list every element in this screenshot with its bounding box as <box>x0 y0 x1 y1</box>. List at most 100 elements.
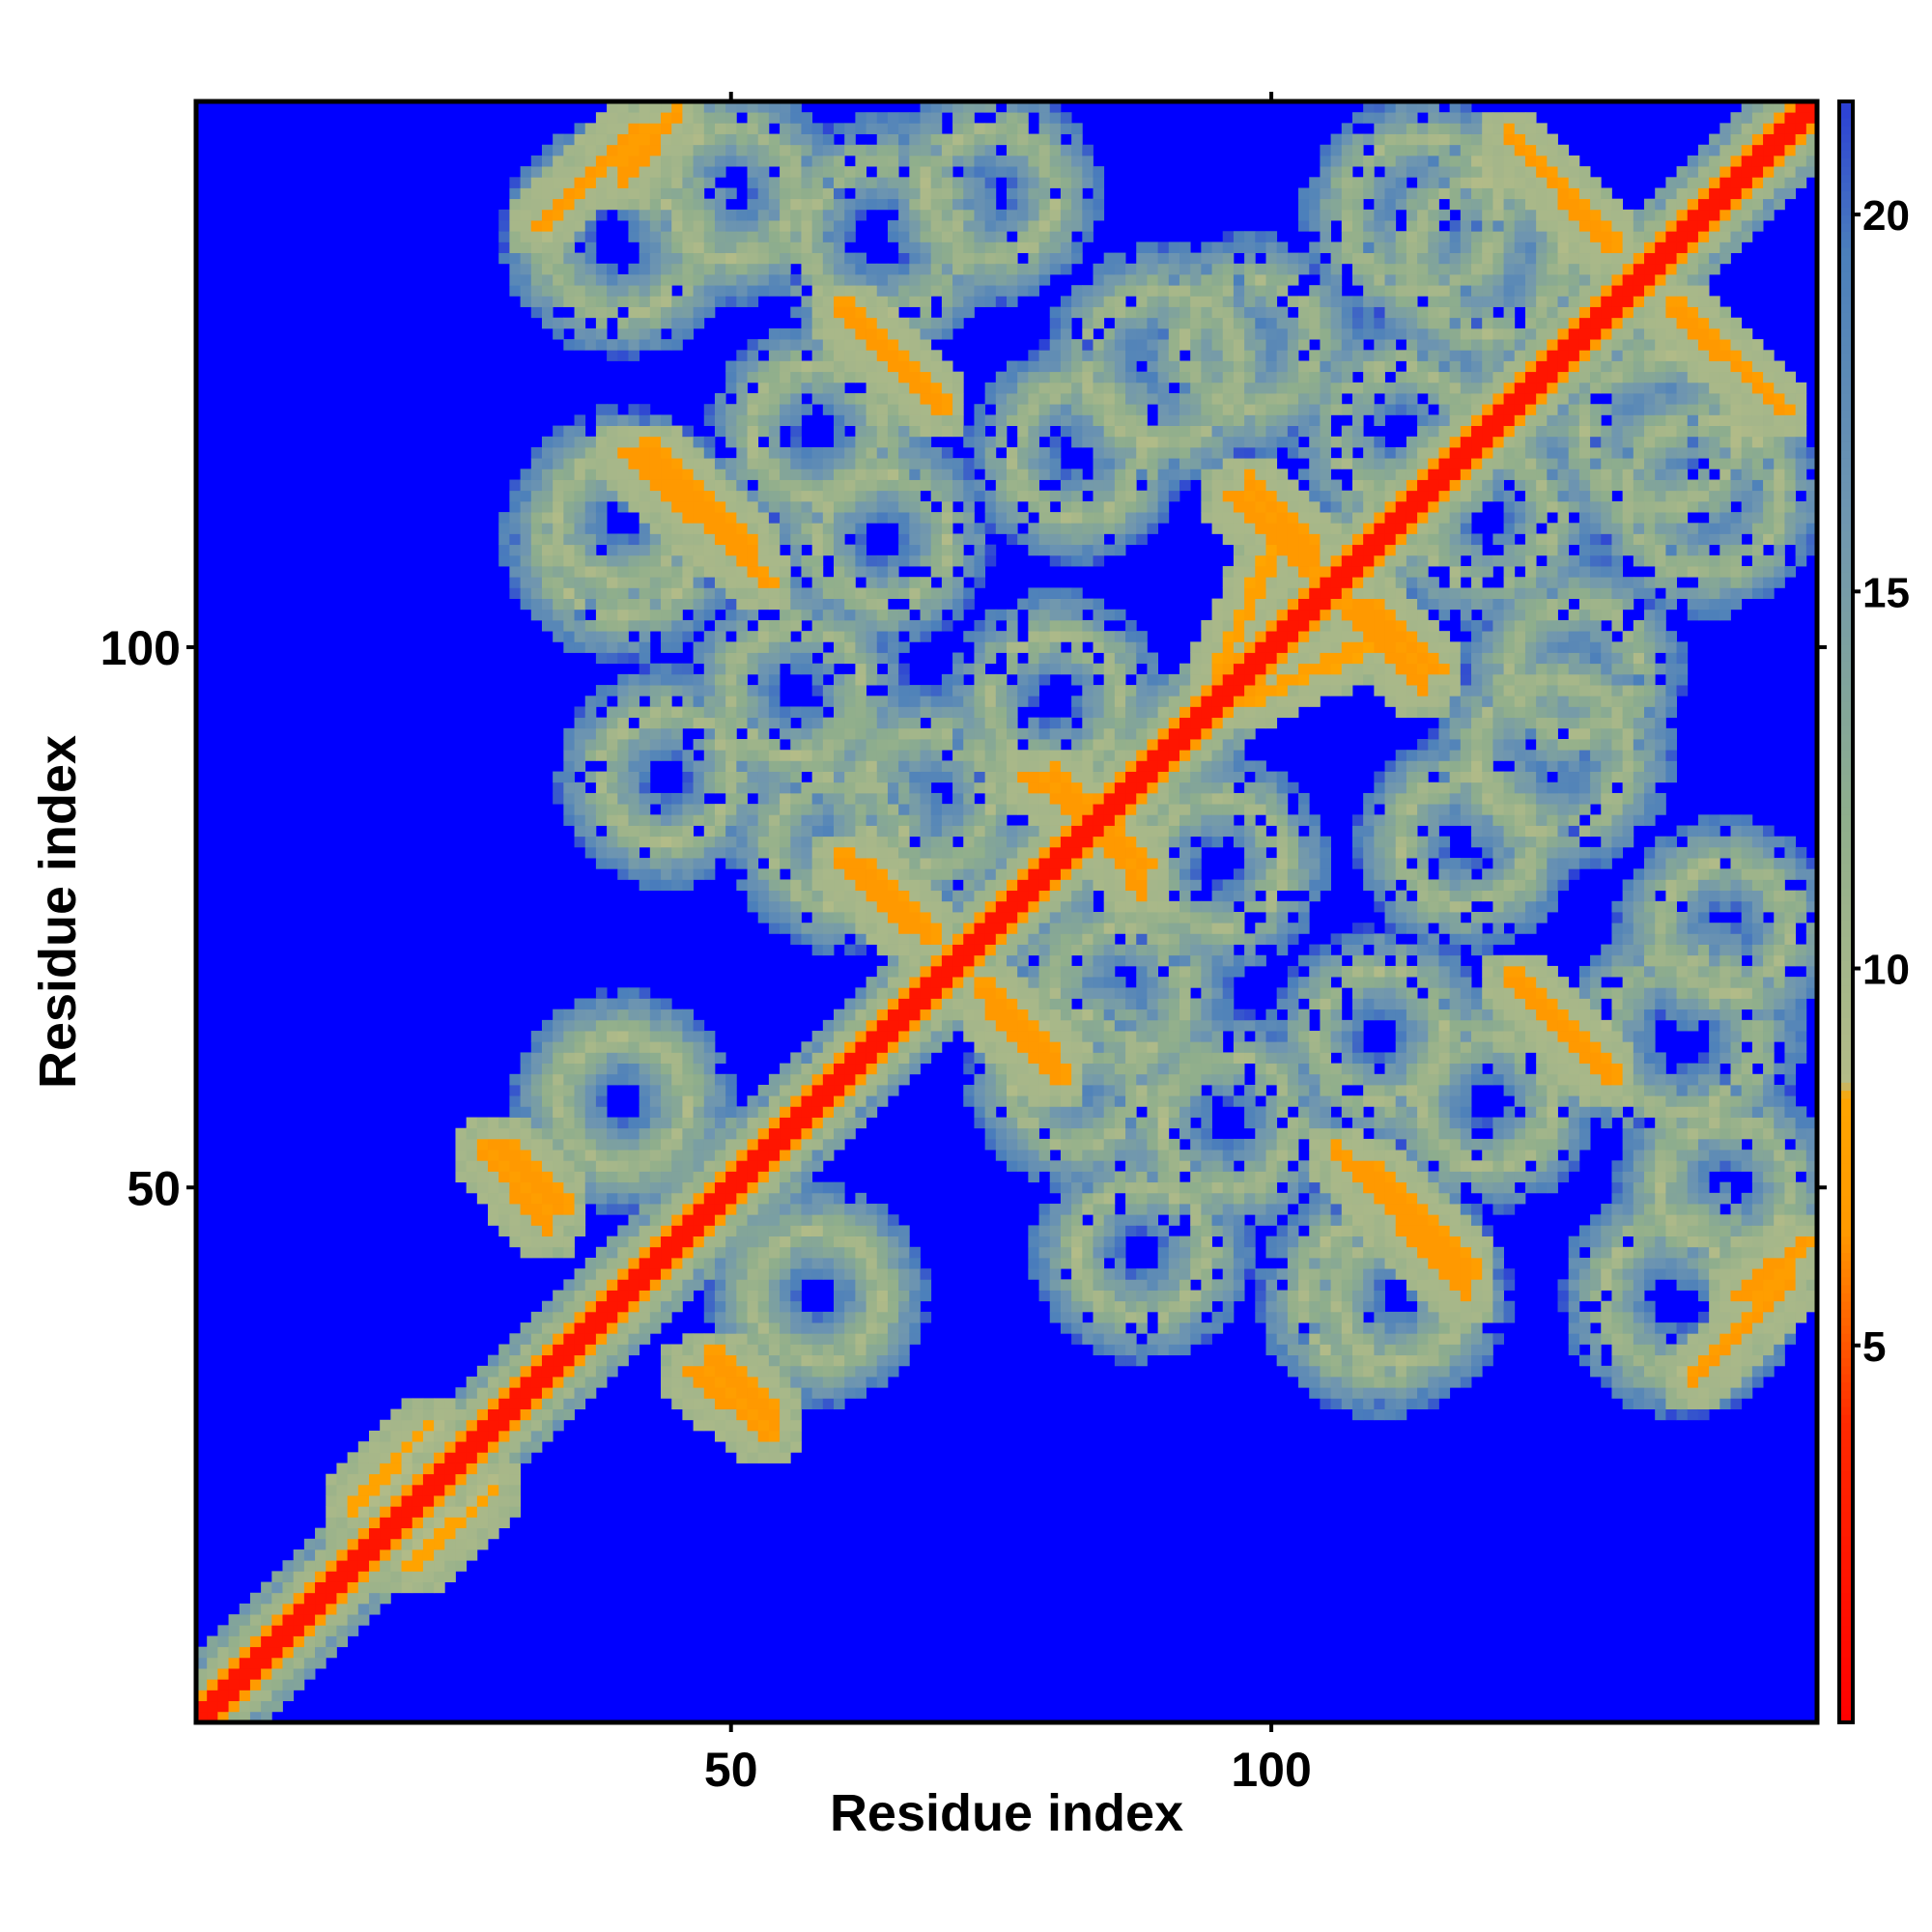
heatmap-cell <box>1038 144 1051 156</box>
heatmap-cell <box>649 739 662 751</box>
heatmap-cell <box>898 685 910 696</box>
heatmap-cell <box>671 739 683 751</box>
heatmap-cell <box>639 446 651 459</box>
heatmap-cell <box>801 198 813 211</box>
heatmap-cell <box>780 825 791 838</box>
heatmap-cell <box>790 1236 802 1248</box>
heatmap-cell <box>595 1031 608 1042</box>
heatmap-cell <box>574 273 586 286</box>
heatmap-cell <box>553 771 564 783</box>
heatmap-cell <box>887 1268 899 1280</box>
heatmap-cell <box>661 858 672 869</box>
heatmap-cell <box>855 1009 867 1021</box>
heatmap-cell <box>649 1290 662 1302</box>
heatmap-cell <box>941 890 953 902</box>
heatmap-cell <box>553 252 564 265</box>
heatmap-cell <box>736 1181 748 1194</box>
heatmap-cell <box>1038 1204 1051 1215</box>
heatmap-cell <box>768 912 781 923</box>
heatmap-cell <box>963 825 975 838</box>
heatmap-cell <box>725 1268 737 1280</box>
heatmap-cell <box>584 727 597 740</box>
heatmap-cell <box>811 198 824 211</box>
heatmap-cell <box>866 1041 878 1053</box>
heatmap-cell <box>866 155 878 167</box>
heatmap-cell <box>780 144 791 156</box>
heatmap-cell <box>725 1257 737 1269</box>
heatmap-cell <box>509 1354 521 1367</box>
heatmap-cell <box>671 1214 683 1226</box>
heatmap-cell <box>455 1560 468 1572</box>
heatmap-cell <box>941 533 953 546</box>
heatmap-cell <box>930 923 943 934</box>
heatmap-cell <box>995 879 1008 892</box>
heatmap-cell <box>844 512 856 524</box>
heatmap-cell <box>607 1127 618 1140</box>
heatmap-cell <box>693 1192 705 1205</box>
heatmap-cell <box>303 1635 316 1648</box>
heatmap-cell <box>811 771 824 783</box>
heatmap-cell <box>682 1225 694 1236</box>
heatmap-cell <box>866 739 878 751</box>
heatmap-cell <box>790 1398 802 1409</box>
heatmap-cell <box>617 760 629 772</box>
heatmap-cell <box>693 1419 705 1432</box>
heatmap-cell <box>530 1138 543 1151</box>
heatmap-cell <box>703 1095 716 1107</box>
heatmap-cell <box>736 1398 748 1409</box>
heatmap-cell <box>1017 696 1029 707</box>
heatmap-cell <box>995 469 1008 480</box>
heatmap-cell <box>974 566 986 578</box>
heatmap-cell <box>768 177 781 188</box>
heatmap-cell <box>661 1009 672 1021</box>
heatmap-cell <box>347 1581 359 1594</box>
heatmap-cell <box>801 923 813 934</box>
heatmap-cell <box>811 577 824 588</box>
heatmap-cell <box>780 1150 791 1161</box>
heatmap-cell <box>476 1452 489 1463</box>
heatmap-cell <box>757 1192 770 1205</box>
heatmap-cell <box>855 339 867 351</box>
heatmap-cell <box>920 425 932 438</box>
heatmap-cell <box>747 523 759 534</box>
heatmap-cell <box>693 1387 705 1399</box>
heatmap-cell <box>963 479 975 492</box>
heatmap-cell <box>649 263 662 275</box>
heatmap-cell <box>574 1127 586 1140</box>
heatmap-cell <box>801 123 813 134</box>
heatmap-cell <box>563 1225 575 1236</box>
heatmap-cell <box>714 209 726 221</box>
heatmap-cell <box>661 306 672 319</box>
heatmap-cell <box>822 133 835 146</box>
heatmap-cell <box>444 1463 456 1475</box>
heatmap-cell <box>995 923 1008 934</box>
heatmap-cell <box>520 1106 532 1118</box>
heatmap-cell <box>639 500 651 513</box>
heatmap-cell <box>661 1138 672 1151</box>
heatmap-cell <box>541 512 554 524</box>
heatmap-cell <box>974 533 986 546</box>
heatmap-cell <box>866 360 878 373</box>
heatmap-cell <box>1038 220 1051 232</box>
heatmap-cell <box>995 804 1008 815</box>
heatmap-cell <box>1007 771 1018 783</box>
heatmap-cell <box>661 1377 672 1388</box>
heatmap-cell <box>920 306 932 319</box>
heatmap-cell <box>811 187 824 200</box>
heatmap-cell <box>909 685 921 696</box>
heatmap-cell <box>876 1290 889 1302</box>
heatmap-cell <box>757 1452 770 1463</box>
heatmap-cell <box>271 1592 283 1605</box>
heatmap-cell <box>811 350 824 361</box>
heatmap-cell <box>757 868 770 880</box>
heatmap-cell <box>563 436 575 448</box>
heatmap-cell <box>595 166 608 178</box>
heatmap-cell <box>801 1268 813 1280</box>
heatmap-cell <box>563 1377 575 1388</box>
heatmap-cell <box>736 123 748 134</box>
heatmap-cell <box>844 814 856 826</box>
heatmap-cell <box>920 836 932 848</box>
heatmap-cell <box>412 1495 424 1507</box>
heatmap-cell <box>1038 1225 1051 1236</box>
heatmap-cell <box>974 1019 986 1032</box>
